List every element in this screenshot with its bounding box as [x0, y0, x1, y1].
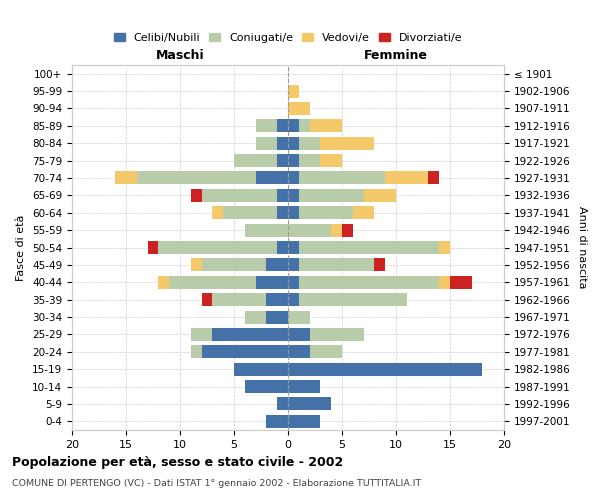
- Bar: [288, 136, 299, 149]
- Bar: [288, 398, 331, 410]
- Bar: [288, 346, 310, 358]
- Bar: [288, 380, 320, 393]
- Bar: [288, 102, 310, 115]
- Bar: [310, 346, 342, 358]
- Bar: [288, 362, 482, 376]
- Bar: [288, 154, 299, 167]
- Bar: [202, 189, 277, 202]
- Bar: [342, 224, 353, 236]
- Bar: [158, 241, 277, 254]
- Bar: [202, 258, 266, 272]
- Bar: [299, 276, 439, 289]
- Bar: [439, 241, 450, 254]
- Bar: [320, 136, 374, 149]
- Bar: [288, 84, 299, 98]
- Bar: [288, 189, 299, 202]
- Legend: Celibi/Nubili, Coniugati/e, Vedovi/e, Divorziati/e: Celibi/Nubili, Coniugati/e, Vedovi/e, Di…: [112, 30, 464, 45]
- Bar: [277, 241, 288, 254]
- Bar: [212, 293, 266, 306]
- Bar: [288, 258, 299, 272]
- Bar: [299, 120, 310, 132]
- Text: COMUNE DI PERTENGO (VC) - Dati ISTAT 1° gennaio 2002 - Elaborazione TUTTITALIA.I: COMUNE DI PERTENGO (VC) - Dati ISTAT 1° …: [12, 478, 421, 488]
- Bar: [277, 120, 288, 132]
- Y-axis label: Anni di nascita: Anni di nascita: [577, 206, 587, 289]
- Bar: [277, 398, 288, 410]
- Bar: [266, 415, 288, 428]
- Bar: [299, 206, 353, 220]
- Bar: [245, 310, 266, 324]
- Bar: [288, 172, 299, 184]
- Bar: [385, 172, 428, 184]
- Bar: [299, 172, 385, 184]
- Bar: [266, 293, 288, 306]
- Bar: [212, 206, 223, 220]
- Bar: [299, 136, 320, 149]
- Bar: [266, 310, 288, 324]
- Bar: [353, 206, 374, 220]
- Bar: [331, 224, 342, 236]
- Bar: [191, 189, 202, 202]
- Bar: [223, 206, 277, 220]
- Bar: [450, 276, 472, 289]
- Bar: [191, 328, 212, 341]
- Bar: [256, 136, 277, 149]
- Bar: [288, 206, 299, 220]
- Bar: [310, 328, 364, 341]
- Bar: [288, 310, 310, 324]
- Bar: [439, 276, 450, 289]
- Bar: [137, 172, 256, 184]
- Bar: [299, 154, 320, 167]
- Text: Maschi: Maschi: [155, 48, 205, 62]
- Bar: [266, 258, 288, 272]
- Bar: [245, 224, 288, 236]
- Bar: [299, 189, 364, 202]
- Bar: [202, 346, 288, 358]
- Bar: [202, 293, 212, 306]
- Bar: [364, 189, 396, 202]
- Bar: [234, 154, 277, 167]
- Bar: [191, 346, 202, 358]
- Text: Femmine: Femmine: [364, 48, 428, 62]
- Bar: [158, 276, 169, 289]
- Bar: [299, 293, 407, 306]
- Text: Popolazione per età, sesso e stato civile - 2002: Popolazione per età, sesso e stato civil…: [12, 456, 343, 469]
- Bar: [277, 136, 288, 149]
- Bar: [256, 120, 277, 132]
- Bar: [277, 154, 288, 167]
- Bar: [169, 276, 256, 289]
- Bar: [299, 258, 374, 272]
- Bar: [288, 293, 299, 306]
- Bar: [245, 380, 288, 393]
- Bar: [428, 172, 439, 184]
- Bar: [288, 276, 299, 289]
- Bar: [374, 258, 385, 272]
- Bar: [310, 120, 342, 132]
- Bar: [288, 224, 331, 236]
- Bar: [288, 120, 299, 132]
- Bar: [256, 276, 288, 289]
- Bar: [234, 362, 288, 376]
- Bar: [277, 206, 288, 220]
- Bar: [212, 328, 288, 341]
- Bar: [191, 258, 202, 272]
- Bar: [256, 172, 288, 184]
- Bar: [115, 172, 137, 184]
- Bar: [277, 189, 288, 202]
- Bar: [320, 154, 342, 167]
- Y-axis label: Fasce di età: Fasce di età: [16, 214, 26, 280]
- Bar: [288, 415, 320, 428]
- Bar: [288, 241, 299, 254]
- Bar: [299, 241, 439, 254]
- Bar: [148, 241, 158, 254]
- Bar: [288, 328, 310, 341]
